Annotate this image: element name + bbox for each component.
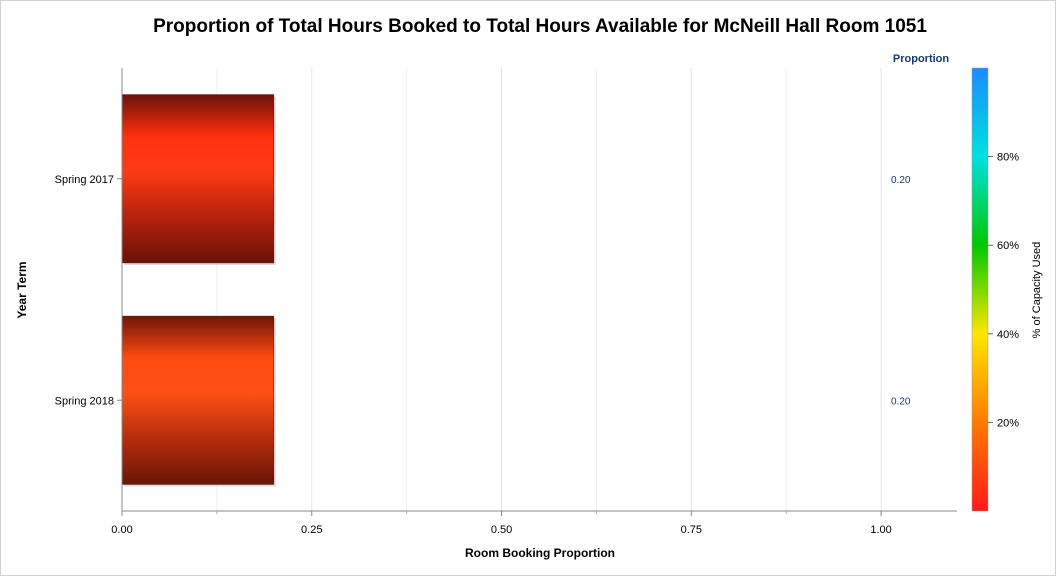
colorbar-ticks: 20% 40% 60% 80% [988, 152, 1019, 429]
colorbar-tick-label: 80% [997, 152, 1019, 164]
colorbar-tick-label: 60% [997, 240, 1019, 252]
value-label: 0.20 [891, 396, 911, 407]
colorbar-label: % of Capacity Used [1031, 242, 1043, 339]
x-axis-label: Room Booking Proportion [465, 546, 615, 560]
y-ticks: Spring 2017 Spring 2018 [55, 174, 122, 407]
x-tick-label: 0.75 [681, 524, 702, 536]
colorbar [971, 67, 989, 512]
x-tick-label: 0.25 [301, 524, 322, 536]
x-tick-label: 1.00 [870, 524, 891, 536]
y-tick-label: Spring 2018 [55, 395, 114, 407]
grid-lines [216, 68, 882, 511]
colorbar-tick-label: 20% [997, 417, 1019, 429]
x-tick-label: 0.00 [111, 524, 132, 536]
chart-title: Proportion of Total Hours Booked to Tota… [153, 16, 927, 37]
bar-spring-2018[interactable] [121, 315, 275, 485]
value-labels: 0.20 0.20 [891, 175, 911, 408]
y-tick-label: Spring 2017 [55, 174, 114, 186]
value-label: 0.20 [891, 175, 911, 186]
x-ticks: 0.00 0.25 0.50 0.75 1.00 [111, 511, 892, 536]
colorbar-tick-label: 40% [997, 329, 1019, 341]
value-column-header: Proportion [893, 53, 949, 65]
x-tick-label: 0.50 [491, 524, 512, 536]
bar-spring-2017[interactable] [121, 94, 275, 264]
bars [121, 94, 276, 487]
y-axis-label: Year Term [15, 261, 29, 318]
